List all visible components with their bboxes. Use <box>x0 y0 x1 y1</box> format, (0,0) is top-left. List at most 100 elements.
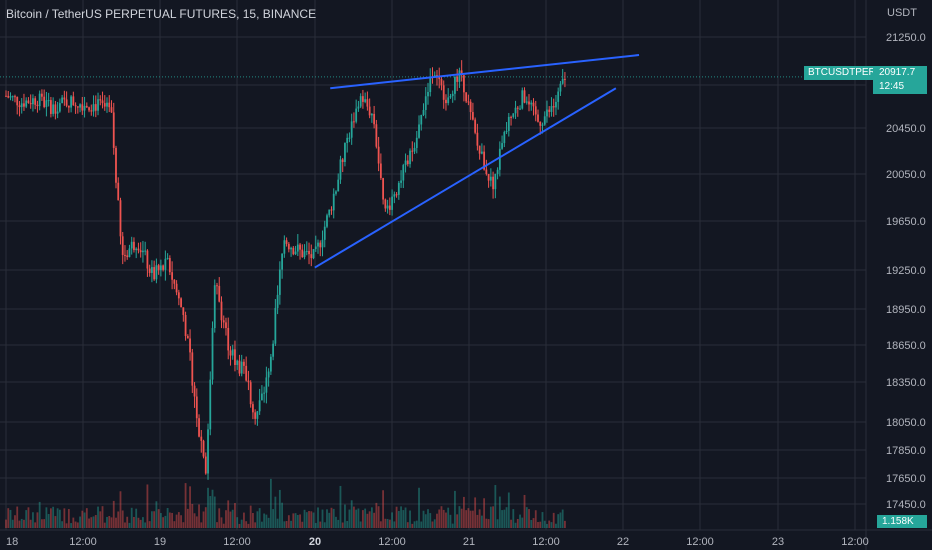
volume-bar <box>220 517 223 528</box>
candle-body <box>29 102 32 105</box>
candle-body <box>516 107 519 109</box>
volume-bar <box>121 510 124 528</box>
candle-body <box>236 360 239 365</box>
volume-bar <box>278 489 281 528</box>
volume-bar <box>99 511 102 528</box>
candle-body <box>110 107 113 113</box>
volume-bar <box>166 508 169 528</box>
volume-bar <box>467 508 470 528</box>
y-tick-label: 18350.0 <box>886 377 926 389</box>
volume-bar <box>267 517 270 528</box>
volume-bar <box>384 518 387 528</box>
volume-bar <box>359 521 362 528</box>
candle-body <box>413 147 416 152</box>
candle-body <box>429 76 432 92</box>
volume-bar <box>56 508 59 528</box>
candle-body <box>126 255 129 258</box>
volume-bar <box>550 522 553 528</box>
candle-body <box>386 205 389 209</box>
candle-body <box>9 96 12 98</box>
candle-body <box>56 111 59 114</box>
volume-bar <box>559 512 562 528</box>
candle-body <box>74 105 77 107</box>
candle-body <box>442 85 445 100</box>
volume-bar <box>393 521 396 528</box>
candle-body <box>400 180 402 183</box>
candle-body <box>20 103 23 108</box>
volume-bar <box>54 516 57 528</box>
volume-bar <box>519 514 521 528</box>
volume-bar <box>305 512 308 528</box>
candle-body <box>180 298 182 308</box>
candle-body <box>195 396 198 419</box>
candle-body <box>512 113 515 117</box>
candle-body <box>539 121 542 126</box>
candle-body <box>485 169 488 175</box>
x-tick-label: 20 <box>309 536 321 548</box>
candle-body <box>353 121 355 123</box>
currency-label: USDT <box>887 7 917 19</box>
volume-bar <box>357 508 360 528</box>
candle-body <box>530 102 533 105</box>
volume-bar <box>83 512 86 528</box>
candle-body <box>182 307 185 315</box>
volume-bar <box>97 506 99 528</box>
candle-body <box>265 377 268 393</box>
volume-bar <box>382 490 385 528</box>
candle-body <box>76 106 79 108</box>
candle-body <box>173 279 176 284</box>
y-tick-label: 19250.0 <box>886 265 926 277</box>
volume-bar <box>269 478 272 528</box>
candle-body <box>454 76 456 94</box>
volume-bar <box>355 509 358 528</box>
candle-body <box>564 78 566 80</box>
volume-bar <box>79 516 81 528</box>
candle-body <box>41 93 43 97</box>
y-tick-label: 20050.0 <box>886 169 926 181</box>
volume-bar <box>489 506 492 528</box>
candle-body <box>5 95 7 97</box>
candle-body <box>47 100 50 102</box>
volume-bar <box>229 511 232 528</box>
candle-body <box>108 102 111 108</box>
volume-bar <box>460 508 463 528</box>
candle-body <box>339 159 342 180</box>
volume-bar <box>65 523 68 528</box>
candle-body <box>272 343 275 357</box>
candle-body <box>38 93 41 107</box>
volume-bar <box>433 519 436 528</box>
candle-body <box>106 102 108 107</box>
volume-bar <box>63 508 66 528</box>
volume-bar <box>153 511 156 528</box>
candle-body <box>366 99 369 107</box>
volume-bar <box>146 484 149 528</box>
symbol-badge: BTCUSDTPERP <box>804 66 887 80</box>
candle-body <box>474 119 477 133</box>
candle-body <box>157 265 160 271</box>
candle-body <box>384 199 387 209</box>
volume-bar <box>290 520 292 528</box>
volume-bar <box>422 510 425 528</box>
volume-bar <box>476 514 479 528</box>
candle-body <box>115 147 117 183</box>
candle-body <box>335 191 337 194</box>
volume-bar <box>420 521 423 528</box>
volume-bar <box>186 508 189 528</box>
candle-body <box>243 361 245 366</box>
volume-bar <box>243 512 245 528</box>
volume-bar <box>252 513 254 528</box>
volume-bar <box>552 512 555 528</box>
candle-body <box>45 100 48 107</box>
volume-bar <box>191 503 194 528</box>
volume-bar <box>287 515 290 528</box>
candle-body <box>528 101 530 105</box>
volume-bar <box>283 521 286 528</box>
candle-body <box>234 349 236 365</box>
candle-body <box>559 83 562 92</box>
candle-body <box>146 250 149 269</box>
volume-bar <box>76 522 79 528</box>
y-tick-label: 21250.0 <box>886 32 926 44</box>
candle-body <box>36 104 39 107</box>
